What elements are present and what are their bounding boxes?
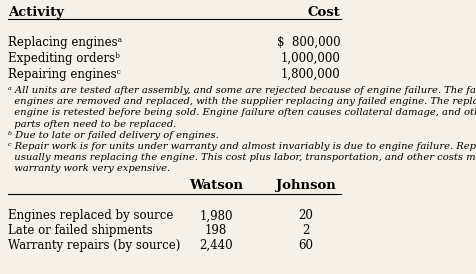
Text: 1,980: 1,980 <box>199 210 233 222</box>
Text: Cost: Cost <box>308 6 341 19</box>
Text: 60: 60 <box>298 239 314 252</box>
Text: engines are removed and replaced, with the supplier replacing any failed engine.: engines are removed and replaced, with t… <box>8 97 476 106</box>
Text: 198: 198 <box>205 224 227 237</box>
Text: Watson: Watson <box>189 179 243 192</box>
Text: parts often need to be replaced.: parts often need to be replaced. <box>8 120 177 129</box>
Text: 2: 2 <box>302 224 310 237</box>
Text: Activity: Activity <box>8 6 64 19</box>
Text: usually means replacing the engine. This cost plus labor, transportation, and ot: usually means replacing the engine. This… <box>8 153 476 162</box>
Text: 1,800,000: 1,800,000 <box>281 68 341 81</box>
Text: ᵃ All units are tested after assembly, and some are rejected because of engine f: ᵃ All units are tested after assembly, a… <box>8 86 476 95</box>
Text: Expediting ordersᵇ: Expediting ordersᵇ <box>8 52 120 65</box>
Text: Repairing enginesᶜ: Repairing enginesᶜ <box>8 68 121 81</box>
Text: warranty work very expensive.: warranty work very expensive. <box>8 164 170 173</box>
Text: engine is retested before being sold. Engine failure often causes collateral dam: engine is retested before being sold. En… <box>8 109 476 118</box>
Text: $  800,000: $ 800,000 <box>277 36 341 49</box>
Text: Late or failed shipments: Late or failed shipments <box>8 224 153 237</box>
Text: ᵇ Due to late or failed delivery of engines.: ᵇ Due to late or failed delivery of engi… <box>8 131 219 140</box>
Text: 1,000,000: 1,000,000 <box>281 52 341 65</box>
Text: 20: 20 <box>298 210 314 222</box>
Text: ᶜ Repair work is for units under warranty and almost invariably is due to engine: ᶜ Repair work is for units under warrant… <box>8 142 476 151</box>
Text: Johnson: Johnson <box>276 179 336 192</box>
Text: Replacing enginesᵃ: Replacing enginesᵃ <box>8 36 122 49</box>
Text: 2,440: 2,440 <box>199 239 233 252</box>
Text: Engines replaced by source: Engines replaced by source <box>8 210 174 222</box>
Text: Warranty repairs (by source): Warranty repairs (by source) <box>8 239 181 252</box>
